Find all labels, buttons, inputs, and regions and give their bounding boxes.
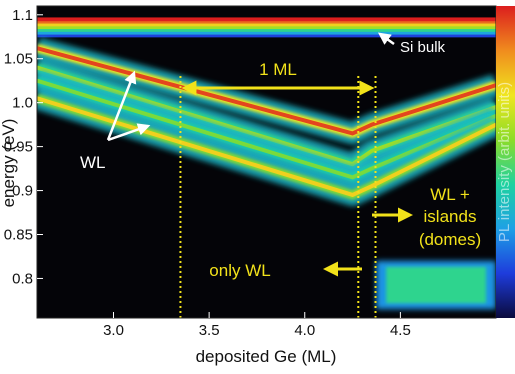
y-tick-label: 0.9 [12,183,33,200]
si-bulk-band-slice [37,31,496,35]
si-bulk-band-slice [37,28,496,32]
wl-line [37,65,496,167]
y-tick-layer: 0.8 0.85 0.9 0.95 1.0 1.05 1.1 [4,7,43,287]
wl-arrow-lower [107,123,151,142]
x-tick-label: 3.5 [199,322,220,339]
islands-core [386,266,486,304]
only-wl-label: only WL [209,261,270,280]
y-tick-label: 0.85 [4,227,33,244]
x-tick-layer: 3.0 3.5 4.0 4.5 [103,312,411,339]
islands-label: islands [424,207,477,226]
annotation-layer: Si bulk WL 1 ML only WL WL + islands (do… [80,32,481,280]
colorbar-label: PL intensity (arbit. units) [496,82,513,242]
colorbar [496,6,515,318]
y-axis-label: energy (eV) [0,119,18,208]
y-tick-label: 0.95 [4,139,33,156]
wl-line [37,96,496,197]
y-tick-label: 0.8 [12,270,33,287]
domes-label: (domes) [419,230,481,249]
wl-arrow-upper [106,70,137,141]
one-ml-label: 1 ML [259,60,297,79]
x-tick-label: 4.0 [294,322,315,339]
x-tick-label: 3.0 [103,322,124,339]
y-tick-label: 1.05 [4,51,33,68]
heatmap-layer [37,17,496,310]
y-tick-label: 1.1 [12,7,33,24]
si-bulk-band-slice [37,22,496,27]
x-axis-label: deposited Ge (ML) [196,347,337,366]
si-bulk-arrow [377,32,395,46]
wl-label: WL [80,153,106,172]
si-bulk-band-slice [37,20,496,24]
wl-plus-label: WL + [430,185,470,204]
x-tick-label: 4.5 [390,322,411,339]
si-bulk-band-slice [37,33,496,38]
si-bulk-label: Si bulk [400,39,446,56]
wl-line [37,78,496,180]
si-bulk-band-slice [37,25,496,30]
y-tick-label: 1.0 [12,95,33,112]
vertical-marker-layer [179,76,377,318]
